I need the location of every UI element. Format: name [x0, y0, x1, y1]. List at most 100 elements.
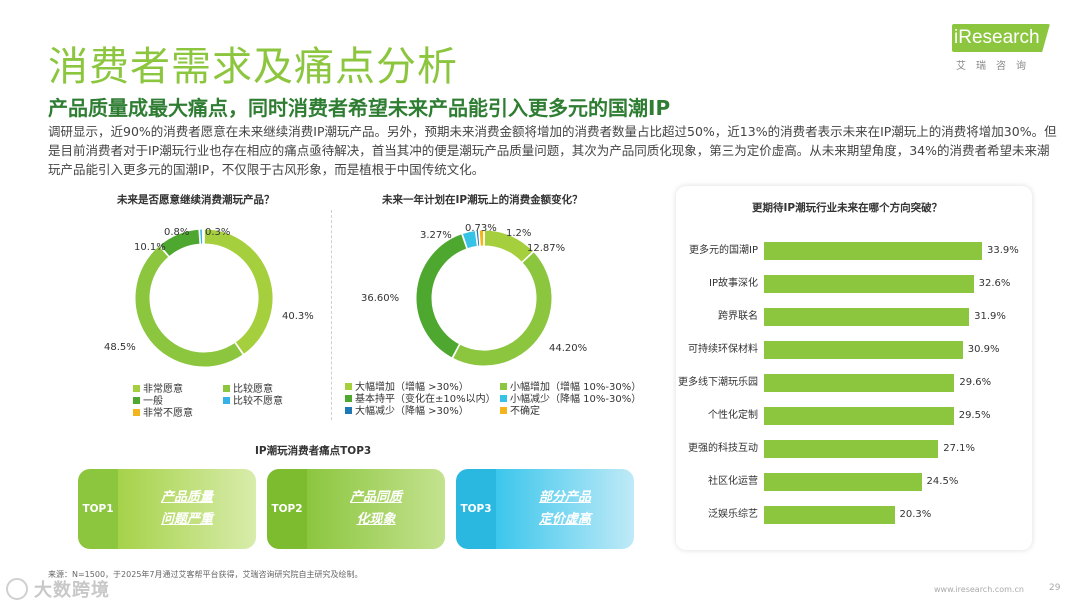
legend-swatch: [500, 383, 507, 390]
legend-item: 大幅减少（降幅 >30%）: [345, 402, 469, 417]
bar-category-label: 社区化运营: [708, 476, 758, 487]
pain-card-top3: TOP3 部分产品定价虚高: [456, 469, 634, 549]
donut-slice-5: [202, 228, 205, 245]
bar-value-label: 33.9%: [987, 245, 1019, 256]
legend-label: 不确定: [510, 406, 540, 417]
donut2-label-5: 0.73%: [465, 223, 497, 234]
legend-swatch: [133, 397, 140, 404]
page-subtitle: 产品质量成最大痛点，同时消费者希望未来产品能引入更多元的国潮IP: [48, 96, 671, 120]
bar-value-label: 27.1%: [943, 443, 976, 454]
bar-value-label: 24.5%: [926, 476, 959, 487]
bar-row: 社区化运营 24.5%: [676, 473, 1032, 491]
pain-card-top2: TOP2 产品同质化现象: [267, 469, 445, 549]
legend-label: 非常不愿意: [143, 408, 193, 419]
donut-slice-1: [203, 228, 274, 356]
legend-item: 小幅减少（降幅 10%-30%）: [500, 390, 641, 405]
bar-value-label: 32.6%: [978, 278, 1011, 289]
pain-text: 产品质量问题严重: [118, 469, 256, 549]
donut2-chart: [415, 229, 553, 367]
bar-chart-panel: 更期待IP潮玩行业未来在哪个方向突破？ 更多元的国潮IP 33.9% IP故事深化 3…: [676, 186, 1032, 550]
legend-swatch: [133, 385, 140, 392]
donut-slice-2: [134, 244, 244, 368]
watermark: 大数跨境: [6, 576, 110, 602]
donut1-label-2: 48.5%: [104, 342, 136, 353]
bar: [764, 275, 974, 293]
iresearch-logo: iResearch 艾瑞咨询: [952, 20, 1052, 72]
legend-item: 比较愿意: [223, 380, 273, 395]
bar-category-label: 更多线下潮玩乐园: [678, 377, 758, 388]
legend-label: 一般: [143, 396, 163, 407]
bar-row: IP故事深化 32.6%: [676, 275, 1032, 293]
bar-row: 更多元的国潮IP 33.9%: [676, 242, 1032, 260]
donut-slice-3: [415, 233, 468, 359]
legend-swatch: [500, 395, 507, 402]
legend-label: 非常愿意: [143, 384, 183, 395]
donut2-label-3: 36.60%: [361, 293, 400, 304]
donut1-chart: [134, 228, 274, 368]
chart-divider: [331, 210, 332, 420]
watermark-icon: [6, 578, 28, 600]
summary-text: 调研显示，近90%的消费者愿意在未来继续消费IP潮玩产品。另外，预期未来消费金额…: [48, 124, 1057, 177]
legend-item: 大幅增加（增幅 >30%）: [345, 378, 469, 393]
donut-slice-4: [199, 228, 204, 245]
bar-category-label: IP故事深化: [709, 278, 758, 289]
donut-slice-4: [461, 230, 478, 250]
bar: [764, 341, 963, 359]
pain-tag: TOP2: [267, 469, 307, 549]
donut2-label-4: 3.27%: [420, 230, 452, 241]
page-number: 29: [1049, 583, 1061, 593]
donut-slice-3: [158, 228, 201, 258]
bar-row: 个性化定制 29.5%: [676, 407, 1032, 425]
donut1-label-4: 0.8%: [164, 227, 190, 238]
bar-category-label: 个性化定制: [708, 410, 758, 421]
legend-label: 基本持平（变化在±10%以内）: [355, 394, 496, 405]
bar-category-label: 跨界联名: [718, 311, 758, 322]
logo-brand: iResearch: [952, 24, 1050, 52]
bar-value-label: 20.3%: [899, 509, 932, 520]
bar-row: 跨界联名 31.9%: [676, 308, 1032, 326]
donut-slice-5: [475, 229, 481, 247]
bar: [764, 407, 954, 425]
legend-item: 非常愿意: [133, 380, 183, 395]
bar-row: 更强的科技互动 27.1%: [676, 440, 1032, 458]
legend-swatch: [345, 407, 352, 414]
bar-category-label: 泛娱乐综艺: [708, 509, 758, 520]
bar-category-label: 更多元的国潮IP: [689, 245, 758, 256]
pain-points-title: IP潮玩消费者痛点TOP3: [255, 445, 372, 457]
donut2-label-6: 1.2%: [506, 228, 532, 239]
legend-swatch: [345, 383, 352, 390]
bar: [764, 440, 939, 458]
donut1-label-1: 40.3%: [282, 311, 314, 322]
legend-label: 大幅减少（降幅 >30%）: [355, 406, 469, 417]
footer-url: www.iresearch.com.cn: [934, 585, 1024, 594]
legend-item: 非常不愿意: [133, 404, 193, 419]
legend-swatch: [133, 409, 140, 416]
bar-category-label: 可持续环保材料: [688, 344, 758, 355]
legend-item: 比较不愿意: [223, 392, 283, 407]
legend-item: 基本持平（变化在±10%以内）: [345, 390, 496, 405]
bar: [764, 374, 955, 392]
legend-item: 小幅增加（增幅 10%-30%）: [500, 378, 641, 393]
donut2-label-1: 12.87%: [527, 243, 566, 254]
pain-tag: TOP3: [456, 469, 496, 549]
donut-slice-6: [478, 229, 485, 247]
legend-item: 一般: [133, 392, 163, 407]
donut1-title: 未来是否愿意继续消费潮玩产品？: [117, 194, 275, 206]
donut-slice-1: [483, 229, 535, 263]
bar-value-label: 29.6%: [959, 377, 992, 388]
bar-value-label: 30.9%: [967, 344, 1000, 355]
bar-value-label: 29.5%: [958, 410, 991, 421]
bar-row: 更多线下潮玩乐园 29.6%: [676, 374, 1032, 392]
legend-swatch: [500, 407, 507, 414]
legend-label: 大幅增加（增幅 >30%）: [355, 382, 469, 393]
donut2-title: 未来一年计划在IP潮玩上的消费金额变化？: [382, 194, 583, 206]
legend-swatch: [223, 385, 230, 392]
bar-chart-title: 更期待IP潮玩行业未来在哪个方向突破？: [752, 202, 943, 214]
pain-text: 产品同质化现象: [307, 469, 445, 549]
pain-tag: TOP1: [78, 469, 118, 549]
bar: [764, 506, 895, 524]
logo-subtitle: 艾瑞咨询: [956, 61, 1036, 72]
source-note: 来源：N=1500，于2025年7月通过艾客帮平台获得，艾瑞咨询研究院自主研究及…: [48, 570, 363, 579]
legend-label: 比较不愿意: [233, 396, 283, 407]
legend-label: 小幅增加（增幅 10%-30%）: [510, 382, 642, 393]
